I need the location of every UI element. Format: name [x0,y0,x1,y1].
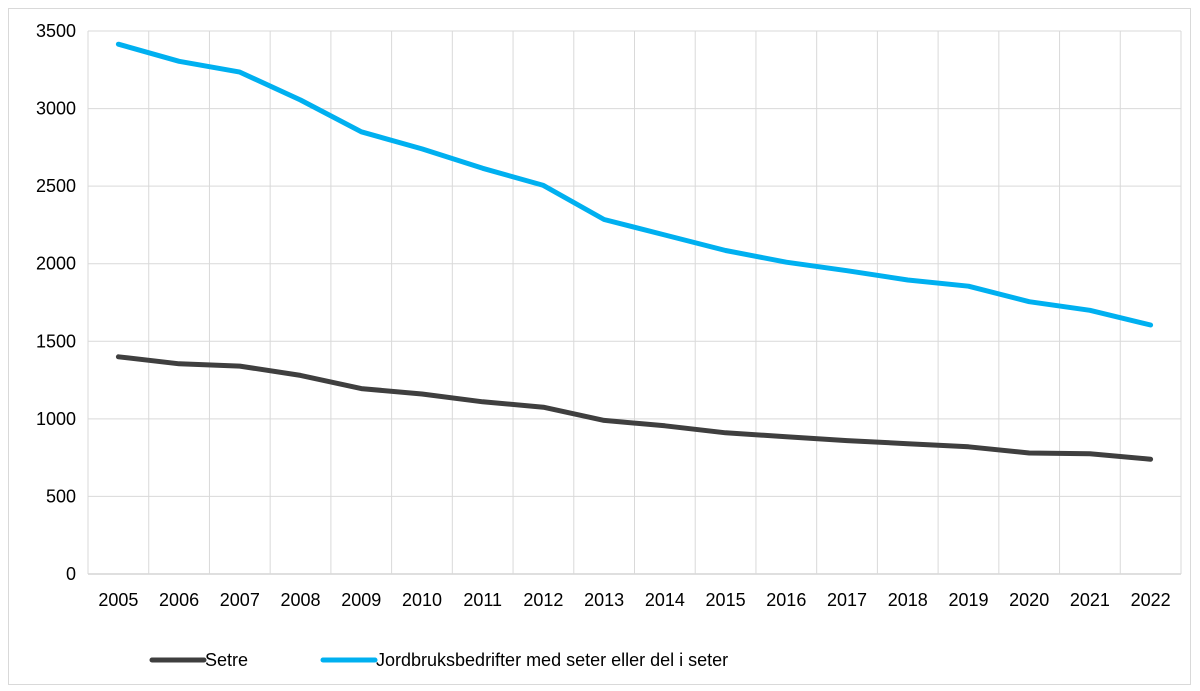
x-tick-label: 2021 [1070,590,1110,610]
series-lines [115,41,1154,462]
series-line-2 [115,41,1154,328]
y-axis-tick-labels: 0 500 1000 1500 2000 2500 3000 3500 [36,21,76,584]
x-tick-label: 2015 [706,590,746,610]
x-tick-label: 2012 [523,590,563,610]
y-tick-label: 3000 [36,99,76,119]
y-tick-label: 2000 [36,254,76,274]
x-tick-label: 2008 [281,590,321,610]
y-tick-label: 2500 [36,176,76,196]
x-tick-label: 2020 [1009,590,1049,610]
x-tick-label: 2019 [948,590,988,610]
x-tick-label: 2013 [584,590,624,610]
y-tick-label: 1000 [36,409,76,429]
y-tick-label: 0 [66,564,76,584]
y-tick-label: 500 [46,486,76,506]
chart-frame: 0 500 1000 1500 2000 2500 3000 3500 2005 2006 200… [8,8,1191,685]
x-tick-label: 2014 [645,590,685,610]
x-tick-label: 2005 [98,590,138,610]
legend-label: Setre [205,650,248,670]
y-tick-label: 1500 [36,331,76,351]
x-tick-label: 2007 [220,590,260,610]
x-tick-label: 2022 [1131,590,1171,610]
x-tick-label: 2017 [827,590,867,610]
y-tick-label: 3500 [36,21,76,41]
x-tick-label: 2006 [159,590,199,610]
x-tick-label: 2016 [766,590,806,610]
x-tick-label: 2010 [402,590,442,610]
legend: Setre Jordbruksbedrifter med seter eller … [149,650,728,670]
x-axis-tick-labels: 2005 2006 2007 2008 2009 2010 2011 2012 2013 2014… [98,590,1170,610]
legend-label: Jordbruksbedrifter med seter eller del i… [376,650,728,670]
x-tick-label: 2011 [463,590,502,610]
series-line-1 [115,354,1154,462]
x-tick-label: 2009 [341,590,381,610]
x-tick-label: 2018 [888,590,928,610]
gridlines [87,30,1182,575]
